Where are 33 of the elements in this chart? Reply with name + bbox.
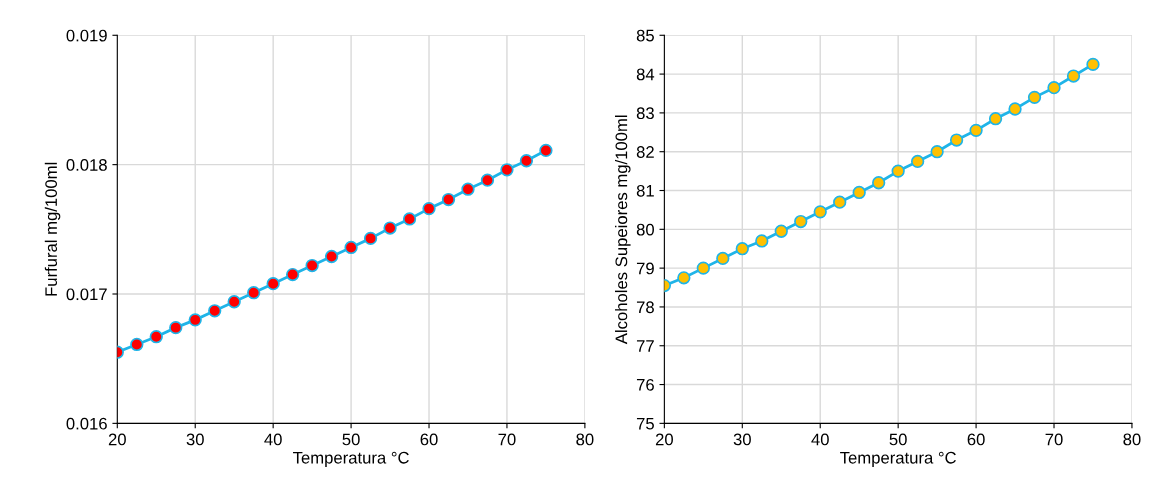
x-tick-label: 70	[498, 433, 516, 446]
y-tick-label: 0.016	[66, 417, 107, 430]
x-tick-label: 30	[186, 433, 204, 446]
x-tick-label: 80	[1123, 433, 1141, 446]
x-tick-label: 40	[811, 433, 829, 446]
y-axis-title: Alcoholes Supeiores mg/100ml	[615, 115, 631, 345]
x-tick-label: 40	[264, 433, 282, 446]
x-tick-label: 60	[420, 433, 438, 446]
y-tick-label: 84	[636, 68, 655, 81]
y-axis-title: Furfural mg/100ml	[44, 162, 61, 296]
y-tick-label: 78	[636, 301, 654, 314]
y-tick-label: 75	[636, 417, 654, 430]
x-tick-label: 80	[576, 433, 594, 446]
x-tick-label: 60	[967, 433, 985, 446]
x-tick-label: 50	[342, 433, 360, 446]
y-tick-label: 81	[636, 184, 654, 197]
x-tick-label: 20	[655, 433, 673, 446]
y-tick-label: 83	[636, 107, 654, 120]
y-tick-label: 79	[636, 262, 654, 275]
x-axis-title: Temperatura °C	[840, 451, 956, 467]
x-tick-label: 50	[889, 433, 907, 446]
y-tick-label: 85	[636, 29, 654, 42]
x-tick-label: 20	[108, 433, 126, 446]
x-axis-title: Temperatura °C	[293, 451, 409, 467]
y-tick-label: 80	[636, 223, 654, 236]
x-tick-label: 30	[733, 433, 751, 446]
y-tick-label: 82	[636, 146, 654, 158]
x-tick-label: 70	[1045, 433, 1063, 446]
y-tick-label: 0.017	[66, 288, 107, 301]
y-tick-label: 0.018	[66, 159, 107, 171]
y-tick-label: 76	[636, 378, 654, 391]
y-tick-label: 0.019	[66, 29, 107, 42]
y-tick-label: 77	[636, 340, 654, 352]
